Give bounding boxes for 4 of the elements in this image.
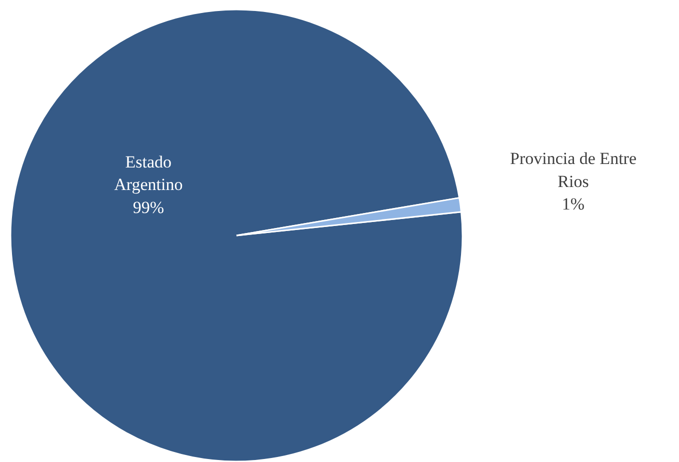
data-label: 99% [132, 198, 164, 217]
slice-label: Provincia de Entre Rios [510, 148, 636, 191]
slice-label: Estado Argentino [114, 152, 183, 194]
data-label: 1% [562, 194, 585, 214]
